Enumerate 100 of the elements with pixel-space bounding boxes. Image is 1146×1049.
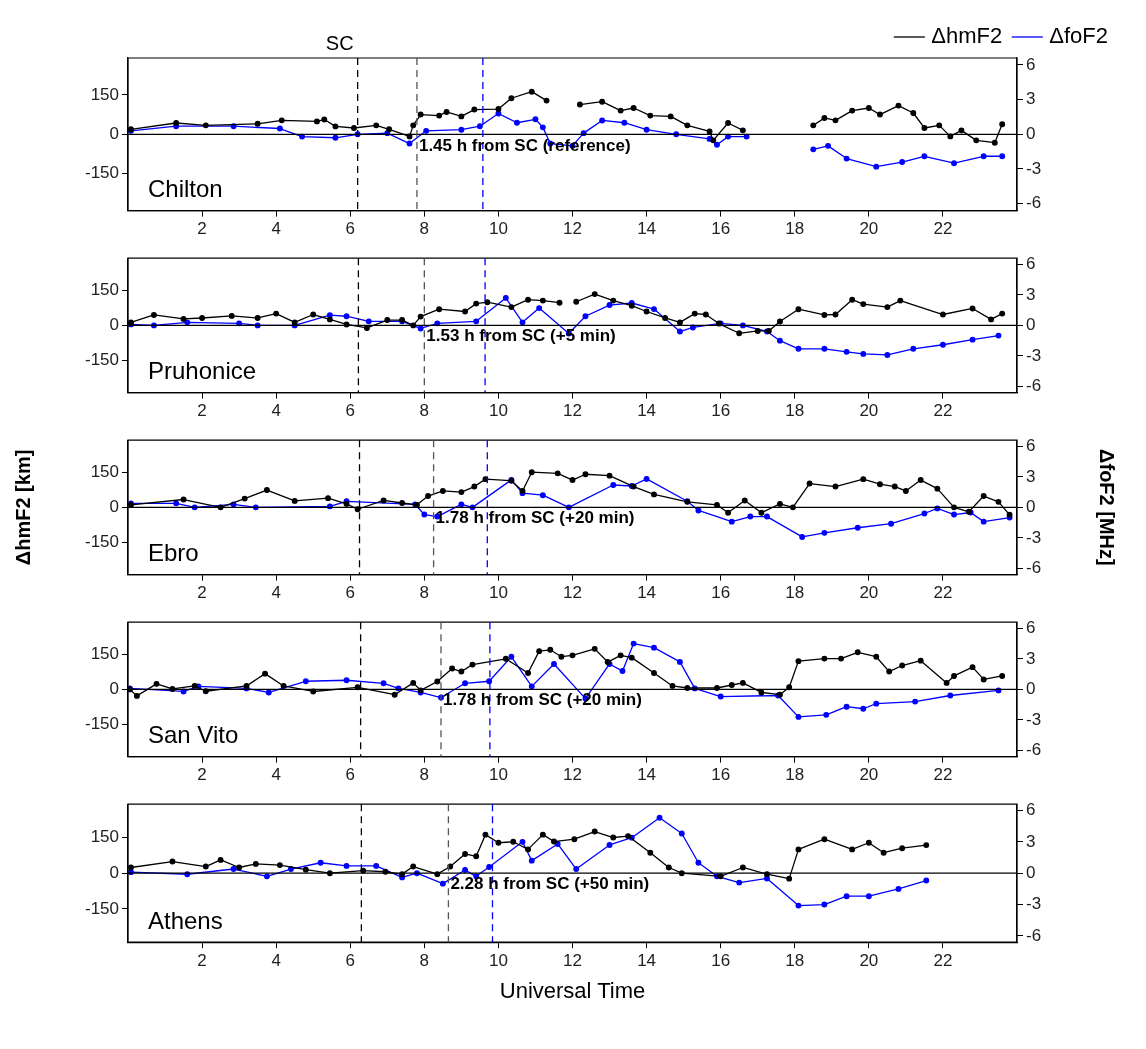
- x-tick-label: 16: [711, 219, 731, 239]
- y2-tick-label: -6: [1026, 740, 1042, 760]
- x-tick-label: 8: [419, 219, 430, 239]
- x-tick-label: 14: [637, 951, 657, 971]
- annotation: 1.53 h from SC (+5 min): [426, 325, 616, 345]
- annotation: 2.28 h from SC (+50 min): [450, 873, 650, 893]
- y2-tick-label: 0: [1026, 862, 1036, 882]
- annotation: Chilton: [148, 175, 223, 203]
- y2-tick-label: -3: [1026, 894, 1042, 914]
- y-tick-label: 0: [109, 315, 119, 335]
- ref-line-label: SC: [325, 31, 354, 54]
- y2-tick-label: 0: [1026, 679, 1036, 699]
- y2-tick-label: 3: [1026, 831, 1036, 851]
- x-tick-label: 12: [563, 219, 582, 239]
- annotation: 1.78 h from SC (+20 min): [435, 507, 635, 527]
- x-tick-label: 8: [419, 401, 430, 421]
- y2-tick-label: 3: [1026, 284, 1036, 304]
- x-tick-label: 18: [785, 583, 805, 603]
- annotation: 1.45 h from SC (reference): [418, 135, 631, 155]
- x-tick-label: 20: [859, 951, 879, 971]
- x-tick-label: 22: [933, 219, 953, 239]
- x-tick-label: 20: [859, 583, 879, 603]
- annotation: Ebro: [148, 539, 199, 567]
- x-tick-label: 20: [859, 765, 879, 785]
- y-tick-label: -150: [84, 531, 119, 551]
- x-tick-label: 22: [933, 583, 953, 603]
- x-tick-label: 10: [488, 219, 508, 239]
- y2-tick-label: -6: [1026, 376, 1042, 396]
- annotation: 1.78 h from SC (+20 min): [443, 689, 642, 709]
- x-tick-label: 10: [488, 583, 508, 603]
- x-tick-label: 22: [933, 951, 953, 971]
- x-tick-label: 18: [785, 219, 805, 239]
- x-tick-label: 2: [197, 401, 207, 421]
- y2-tick-label: 0: [1026, 497, 1036, 517]
- y2-tick-label: -6: [1026, 925, 1042, 945]
- y2-tick-label: 6: [1026, 254, 1036, 273]
- y-tick-label: -150: [84, 898, 119, 918]
- y2-tick-label: 3: [1026, 648, 1036, 668]
- x-tick-label: 20: [859, 401, 879, 421]
- legend-label: ΔhmF2: [931, 23, 1003, 49]
- x-tick-label: 14: [637, 583, 657, 603]
- y-tick-label: -150: [84, 713, 119, 733]
- y-tick-label: 150: [90, 462, 119, 482]
- x-tick-label: 18: [785, 951, 805, 971]
- x-tick-label: 4: [271, 583, 281, 603]
- y-tick-label: -150: [84, 349, 119, 369]
- y-tick-label: 0: [109, 123, 119, 143]
- y2-tick-label: 3: [1026, 466, 1036, 486]
- y-tick-label: 150: [90, 827, 119, 847]
- x-axis-title: Universal Time: [499, 977, 646, 1003]
- y-tick-label: 150: [90, 644, 119, 664]
- y2-tick-label: -3: [1026, 158, 1042, 178]
- x-tick-label: 22: [933, 765, 953, 785]
- x-tick-label: 16: [711, 951, 731, 971]
- y2-tick-label: -3: [1026, 345, 1042, 365]
- x-tick-label: 10: [488, 401, 508, 421]
- x-tick-label: 14: [637, 765, 657, 785]
- y2-tick-label: 3: [1026, 89, 1036, 109]
- x-tick-label: 18: [785, 401, 805, 421]
- x-tick-label: 10: [488, 765, 508, 785]
- x-tick-label: 16: [711, 401, 731, 421]
- y2-tick-label: 0: [1026, 123, 1036, 143]
- x-tick-label: 6: [345, 583, 355, 603]
- x-tick-label: 4: [271, 219, 281, 239]
- x-tick-label: 6: [345, 219, 355, 239]
- x-tick-label: 8: [419, 951, 430, 971]
- x-tick-label: 14: [637, 219, 657, 239]
- x-tick-label: 18: [785, 765, 805, 785]
- x-tick-label: 16: [711, 583, 731, 603]
- y2-tick-label: -6: [1026, 193, 1042, 213]
- x-tick-label: 2: [197, 765, 207, 785]
- x-tick-label: 20: [859, 219, 879, 239]
- x-tick-label: 4: [271, 765, 281, 785]
- x-tick-label: 22: [933, 401, 953, 421]
- x-tick-label: 8: [419, 765, 430, 785]
- y2-tick-label: -6: [1026, 558, 1042, 578]
- y2-tick-label: 6: [1026, 800, 1036, 820]
- y-tick-label: 150: [90, 84, 119, 104]
- y-tick-label: 0: [109, 497, 119, 517]
- y2-tick-label: 6: [1026, 436, 1036, 455]
- y-tick-label: 0: [109, 679, 119, 699]
- y2-tick-label: -3: [1026, 709, 1042, 729]
- annotation: San Vito: [148, 721, 239, 749]
- y2-tick-label: 6: [1026, 54, 1036, 74]
- x-tick-label: 2: [197, 951, 207, 971]
- y-axis-title: ΔhmF2 [km]: [11, 449, 34, 566]
- x-tick-label: 12: [563, 401, 582, 421]
- x-tick-label: 6: [345, 401, 355, 421]
- annotation: Athens: [148, 906, 223, 934]
- y2-tick-label: 0: [1026, 315, 1036, 335]
- x-tick-label: 10: [488, 951, 508, 971]
- x-tick-label: 6: [345, 765, 355, 785]
- x-tick-label: 6: [345, 951, 355, 971]
- x-tick-label: 4: [271, 951, 281, 971]
- y-tick-label: 0: [109, 862, 119, 882]
- y2-tick-label: -3: [1026, 527, 1042, 547]
- y-tick-label: 150: [90, 280, 119, 300]
- x-tick-label: 4: [271, 401, 281, 421]
- y-tick-label: -150: [84, 163, 119, 183]
- x-tick-label: 2: [197, 219, 207, 239]
